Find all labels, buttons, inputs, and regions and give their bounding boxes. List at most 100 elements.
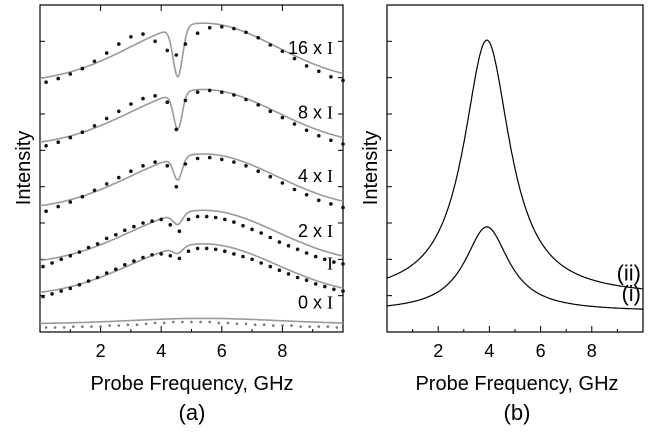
data-point bbox=[280, 181, 285, 185]
data-point bbox=[44, 209, 48, 213]
fit-curve bbox=[40, 317, 344, 325]
data-point bbox=[41, 294, 45, 299]
data-point bbox=[117, 324, 121, 327]
data-point bbox=[86, 245, 91, 250]
data-point bbox=[335, 326, 339, 329]
data-point bbox=[174, 127, 179, 132]
data-point bbox=[114, 233, 118, 237]
data-point bbox=[104, 51, 109, 55]
panel-a-fit-curves bbox=[39, 22, 344, 325]
data-point bbox=[190, 320, 193, 324]
data-point bbox=[295, 275, 300, 280]
data-point bbox=[80, 66, 85, 71]
data-point bbox=[213, 215, 218, 220]
data-point bbox=[272, 324, 275, 327]
data-point bbox=[308, 325, 312, 328]
data-point bbox=[317, 325, 321, 328]
data-point bbox=[95, 242, 100, 246]
data-point bbox=[207, 25, 212, 30]
data-point bbox=[292, 56, 297, 61]
fit-curve bbox=[39, 209, 344, 262]
data-point bbox=[153, 160, 157, 164]
data-point bbox=[56, 204, 60, 209]
data-point bbox=[259, 261, 264, 265]
data-point bbox=[195, 246, 200, 251]
trace-label: 4 x I bbox=[298, 166, 333, 186]
data-point bbox=[144, 322, 148, 326]
data-point bbox=[135, 323, 139, 327]
data-point bbox=[159, 217, 163, 222]
data-point bbox=[62, 326, 66, 329]
data-point bbox=[341, 262, 345, 266]
trace-label-symbol: I bbox=[327, 166, 333, 186]
data-point bbox=[80, 130, 85, 134]
panel-a-data-points bbox=[41, 25, 345, 329]
fit-curve bbox=[39, 22, 344, 80]
data-point bbox=[329, 75, 333, 79]
data-point bbox=[208, 320, 211, 324]
data-point bbox=[244, 30, 248, 35]
data-point bbox=[232, 93, 236, 97]
data-point bbox=[181, 320, 184, 324]
data-point bbox=[141, 164, 145, 168]
data-point bbox=[162, 321, 166, 325]
data-point bbox=[313, 282, 318, 286]
data-point bbox=[317, 69, 321, 74]
data-point bbox=[41, 264, 45, 269]
data-point bbox=[295, 247, 300, 252]
panel-b-curve-labels: (i)(ii) bbox=[617, 260, 641, 306]
data-point bbox=[268, 174, 273, 179]
data-point bbox=[253, 323, 257, 327]
data-point bbox=[223, 217, 227, 222]
data-point bbox=[304, 193, 309, 197]
data-point bbox=[268, 235, 273, 240]
x-tick-label: 4 bbox=[484, 341, 494, 361]
data-point bbox=[195, 156, 200, 161]
data-point bbox=[129, 102, 133, 106]
panel-a-label: (a) bbox=[179, 400, 206, 425]
data-point bbox=[220, 157, 224, 162]
panel-b-y-axis-label: Intensity bbox=[360, 131, 382, 205]
x-tick-label: 8 bbox=[277, 341, 287, 361]
data-point bbox=[341, 289, 345, 293]
data-point bbox=[141, 32, 145, 36]
panel-a-x-axis-label: Probe Frequency, GHz bbox=[90, 373, 293, 395]
data-point bbox=[226, 321, 230, 325]
data-point bbox=[159, 252, 163, 256]
data-point bbox=[104, 116, 109, 121]
data-point bbox=[186, 249, 191, 253]
x-tick-label: 2 bbox=[96, 341, 106, 361]
data-point bbox=[329, 138, 333, 143]
data-point bbox=[280, 49, 285, 54]
data-point bbox=[95, 275, 100, 280]
data-point bbox=[329, 202, 333, 206]
data-point bbox=[104, 271, 109, 275]
data-point bbox=[172, 320, 175, 324]
data-point bbox=[104, 236, 109, 241]
data-point bbox=[220, 90, 224, 94]
panel-b-label: (b) bbox=[504, 400, 531, 425]
trace-label-multiplier: 8 x bbox=[298, 102, 327, 122]
trace-label-symbol: I bbox=[327, 253, 333, 273]
panel-a-trace-labels: 0 x II2 x I4 x I8 x I16 x I bbox=[288, 38, 333, 312]
data-point bbox=[168, 223, 173, 227]
trace-label-symbol: I bbox=[327, 38, 333, 58]
data-point bbox=[204, 214, 209, 219]
data-point bbox=[259, 231, 264, 235]
panel-b-x-ticks: 2 4 6 8 bbox=[412, 326, 618, 361]
data-point bbox=[304, 64, 309, 68]
data-point bbox=[204, 246, 209, 251]
data-point bbox=[153, 94, 157, 98]
data-point bbox=[186, 217, 191, 222]
data-point bbox=[195, 214, 200, 219]
data-point bbox=[150, 253, 154, 257]
data-point bbox=[241, 254, 245, 259]
fit-curve bbox=[39, 153, 344, 207]
data-point bbox=[44, 326, 48, 329]
lorentzian-curve bbox=[386, 39, 644, 290]
data-point bbox=[292, 122, 297, 126]
data-point bbox=[232, 160, 236, 164]
data-point bbox=[250, 227, 254, 232]
data-point bbox=[68, 286, 73, 291]
data-point bbox=[165, 164, 170, 168]
